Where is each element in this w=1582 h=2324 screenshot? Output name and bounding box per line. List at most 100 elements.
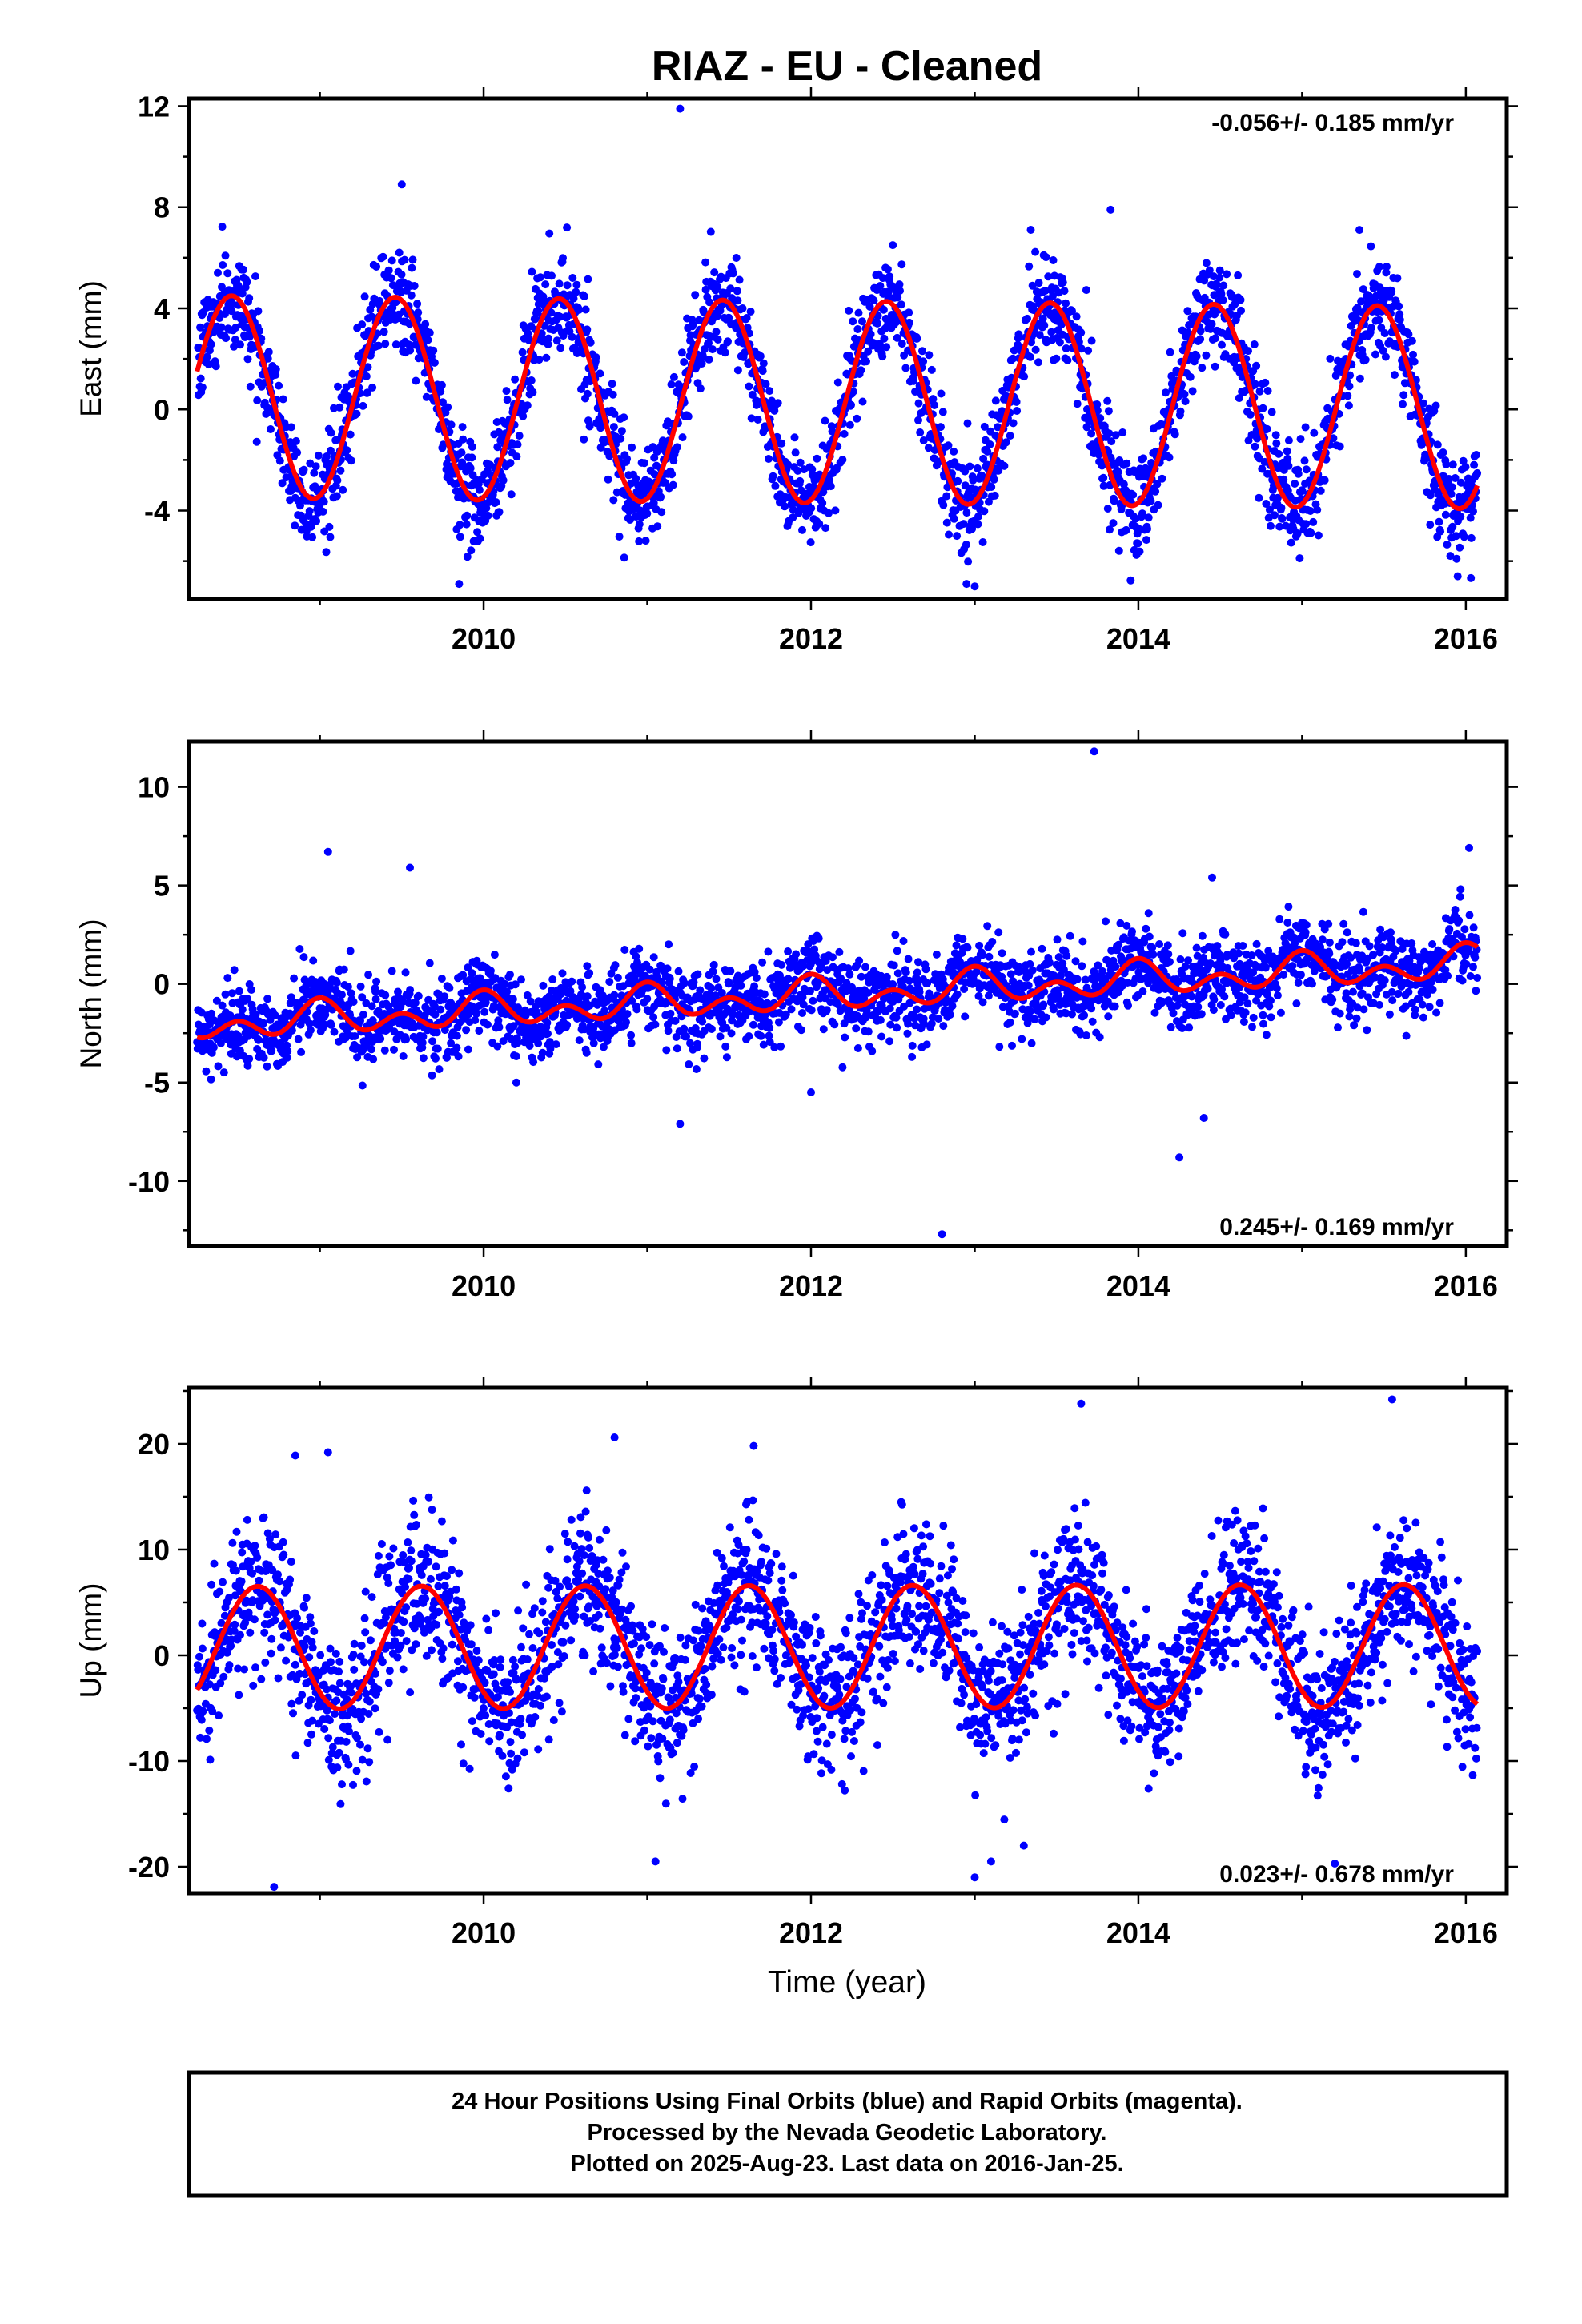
data-point	[457, 448, 466, 457]
data-point	[371, 995, 380, 1003]
data-point	[696, 986, 705, 995]
data-point	[697, 360, 706, 368]
y-tick-label: 0	[154, 393, 170, 426]
data-point	[986, 440, 994, 448]
data-point	[1426, 521, 1435, 529]
data-point	[1404, 330, 1413, 339]
data-point	[412, 376, 420, 385]
data-point	[1095, 1033, 1104, 1042]
data-point	[975, 941, 984, 950]
data-point	[1099, 473, 1108, 482]
data-point	[706, 227, 715, 236]
data-point	[536, 273, 544, 282]
data-point	[518, 348, 527, 356]
data-point	[363, 363, 372, 372]
y-tick-label: 4	[154, 292, 170, 325]
data-point	[538, 1048, 547, 1057]
data-point	[1013, 407, 1022, 415]
data-point	[343, 983, 352, 991]
data-point	[623, 1010, 632, 1019]
data-point	[1252, 361, 1261, 370]
data-point	[680, 1024, 689, 1033]
data-point	[1448, 522, 1457, 531]
data-point	[758, 367, 767, 376]
data-point	[1436, 527, 1445, 536]
data-point	[1467, 573, 1476, 582]
data-point	[656, 493, 665, 501]
data-point	[1395, 316, 1404, 324]
data-point	[583, 325, 592, 334]
data-point	[1310, 428, 1319, 437]
data-point	[1087, 1004, 1096, 1013]
data-point	[528, 267, 536, 276]
data-point	[970, 582, 979, 591]
data-point	[1053, 935, 1062, 944]
data-point	[663, 964, 672, 973]
data-point	[1047, 328, 1056, 336]
data-point	[815, 519, 824, 528]
data-point	[822, 1006, 831, 1015]
data-point	[347, 989, 355, 998]
data-point	[1154, 501, 1162, 509]
data-point	[650, 453, 659, 462]
data-point	[456, 521, 464, 529]
data-point	[512, 1052, 520, 1061]
data-point	[1107, 437, 1116, 446]
data-point	[463, 511, 472, 520]
data-point	[1435, 517, 1443, 526]
data-point	[1439, 448, 1447, 456]
data-point	[1235, 949, 1243, 958]
data-point	[364, 971, 373, 979]
data-point	[308, 533, 317, 541]
data-point	[1379, 346, 1387, 355]
data-point	[1251, 442, 1259, 451]
data-point	[961, 467, 970, 476]
data-point	[381, 340, 390, 348]
data-point	[944, 441, 953, 450]
data-point	[684, 412, 693, 420]
data-point	[1219, 296, 1227, 304]
data-point	[275, 456, 284, 465]
chart-title: RIAZ - EU - Cleaned	[652, 43, 1042, 90]
data-point	[196, 374, 205, 383]
data-point	[620, 553, 628, 562]
data-point	[537, 329, 546, 338]
data-point	[545, 1038, 554, 1047]
data-point	[1104, 407, 1113, 416]
data-point	[371, 987, 379, 995]
data-point	[1186, 372, 1195, 381]
data-point	[608, 380, 616, 388]
data-point	[214, 268, 222, 277]
data-point	[1122, 459, 1131, 468]
data-point	[1102, 917, 1110, 926]
data-point	[471, 1016, 480, 1024]
data-point	[620, 413, 628, 422]
data-point	[1040, 321, 1049, 330]
data-point	[1217, 289, 1226, 298]
data-point	[584, 275, 592, 283]
data-point	[251, 1010, 260, 1019]
data-point	[1287, 538, 1295, 547]
data-point	[207, 340, 215, 348]
data-point	[1188, 387, 1197, 396]
data-point	[1151, 487, 1160, 496]
data-point	[467, 546, 476, 555]
data-point	[643, 995, 652, 1003]
data-point	[283, 1053, 291, 1062]
data-point	[1306, 507, 1315, 515]
data-point	[1335, 442, 1344, 451]
data-point	[636, 506, 644, 515]
data-point	[214, 1062, 223, 1071]
data-point	[671, 1016, 680, 1025]
data-point	[267, 1047, 276, 1055]
data-point	[264, 348, 273, 356]
data-point	[1426, 491, 1435, 500]
data-point	[1211, 362, 1219, 371]
data-point	[235, 987, 243, 995]
data-point	[825, 509, 833, 517]
data-point	[1028, 281, 1037, 290]
data-point	[741, 348, 749, 356]
data-point	[669, 372, 678, 381]
data-point	[809, 483, 817, 491]
data-point	[245, 294, 254, 303]
